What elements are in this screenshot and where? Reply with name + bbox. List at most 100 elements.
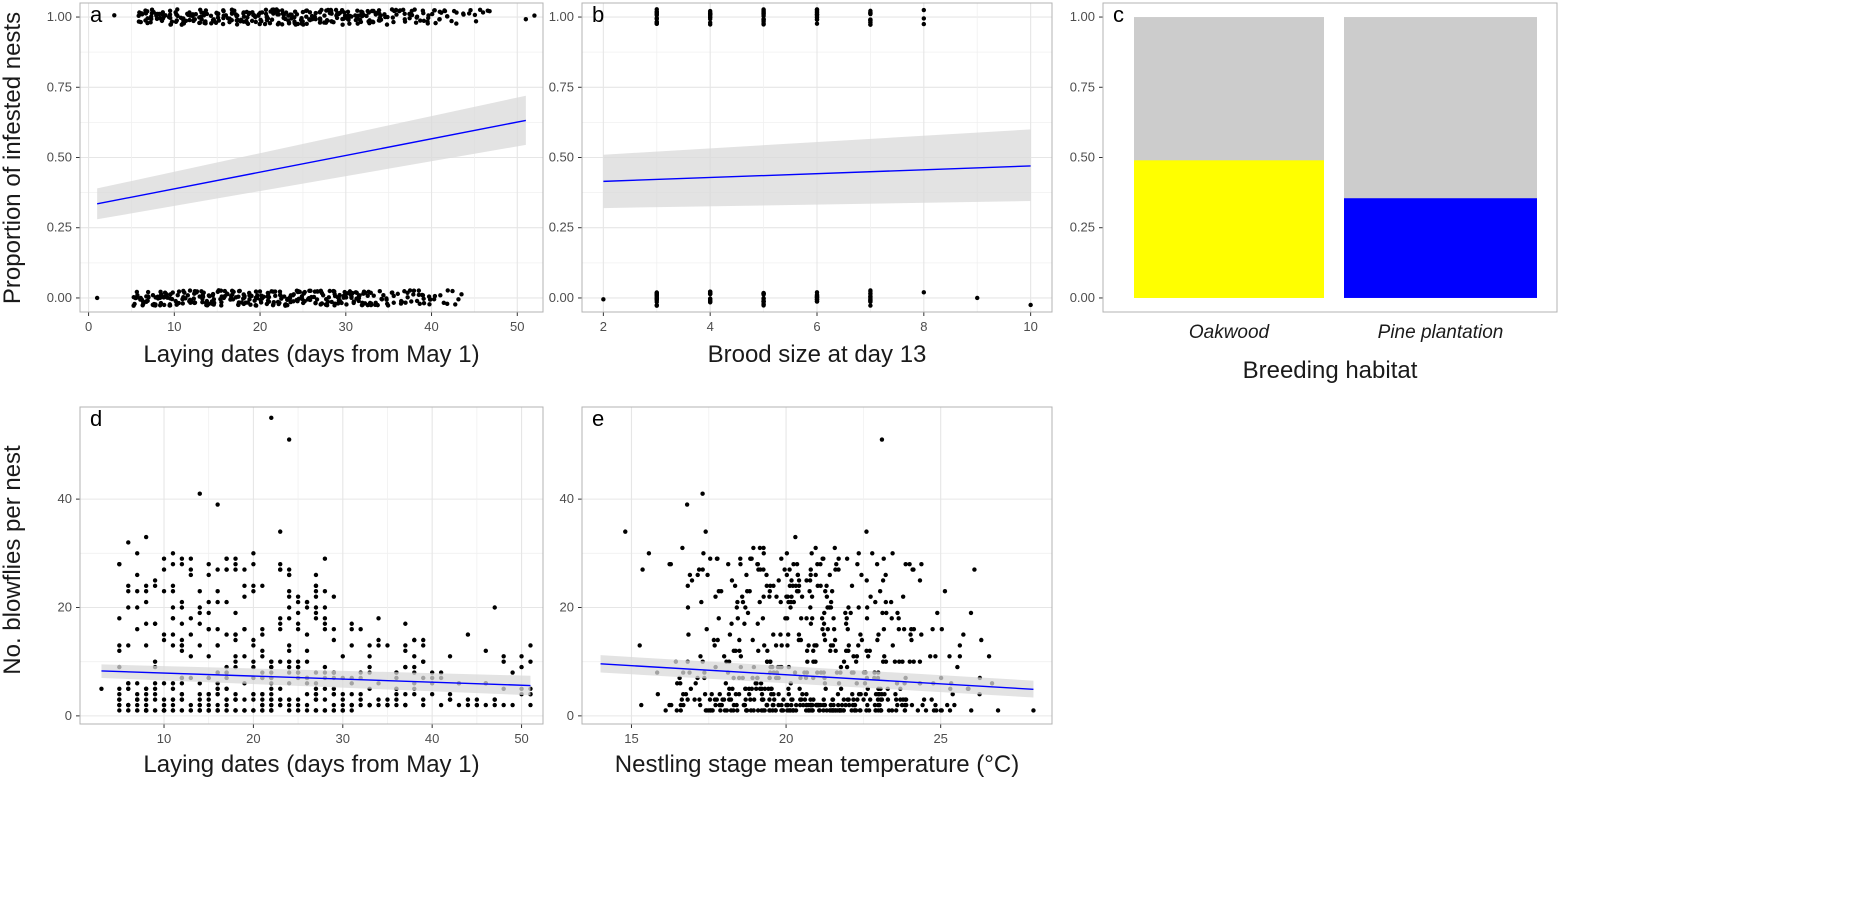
panel-a-point [173, 19, 179, 25]
panel-e-point [859, 637, 865, 643]
panel-e-point [746, 686, 752, 691]
panel-e-point [845, 626, 850, 632]
panel-e-point [902, 708, 908, 713]
panel-e-point [723, 681, 729, 686]
panel-d-point [251, 561, 256, 567]
panel-a-point [454, 21, 459, 26]
panel-d-point [197, 702, 202, 708]
panel-a-point [301, 290, 306, 296]
panel-e-point [744, 572, 749, 578]
panel-e-point [813, 545, 818, 551]
panel-b-point [814, 290, 820, 295]
panel-e-point [668, 561, 674, 567]
panel-e-point [832, 637, 838, 643]
panel-e-point [900, 659, 905, 664]
panel-e-point [726, 691, 732, 697]
panel-d-point [304, 659, 310, 664]
panel-e-point [796, 637, 802, 643]
panel-d-point [161, 637, 167, 643]
panel-e-point [837, 708, 842, 713]
panel-e-point [856, 691, 862, 697]
panel-a-point [437, 17, 442, 22]
panel-a-point [314, 297, 320, 302]
panel-d-point [170, 708, 176, 713]
panel-a-point [279, 22, 285, 27]
panel-d-point [412, 637, 417, 643]
panel-d-point [179, 681, 185, 686]
panel-a-point [236, 288, 242, 294]
panel-d-xtick-label: 30 [336, 731, 350, 746]
panel-e-point [750, 637, 755, 643]
panel-b-point [707, 289, 713, 294]
panel-e-point [923, 708, 929, 713]
panel-e-point [736, 691, 742, 697]
panel-a-point [163, 13, 168, 18]
panel-e-point [915, 708, 921, 713]
panel-a-point [286, 21, 292, 26]
panel-e-point [848, 610, 853, 616]
panel-e-point [884, 610, 889, 616]
panel-d-point [465, 632, 471, 637]
panel-d-point [170, 616, 176, 621]
panel-e-point [702, 691, 708, 697]
panel-a-xtick-label: 30 [339, 319, 353, 334]
panel-e-point [898, 697, 903, 702]
panel-d-point [295, 599, 301, 605]
panel-e-point [822, 610, 827, 616]
panel-e-point [859, 572, 864, 578]
panel-d-point [429, 691, 435, 697]
panel-d-point [126, 708, 131, 713]
panel-d-point [322, 605, 328, 610]
panel-a-point [416, 288, 422, 293]
panel-a-point [402, 19, 408, 24]
panel-d-point [233, 659, 238, 664]
panel-e-point [876, 691, 881, 697]
panel-e-point [704, 626, 709, 632]
panel-e-point [713, 594, 718, 599]
panel-d-point [197, 491, 202, 496]
panel-d-point [233, 556, 238, 561]
panel-a-point [265, 294, 270, 299]
panel-e-point [804, 616, 809, 621]
panel-b-point [1028, 302, 1033, 308]
panel-d-point [135, 691, 140, 697]
panel-e-point [957, 643, 963, 648]
panel-e-point [833, 567, 838, 572]
panel-a-point [220, 21, 226, 27]
panel-d-point [251, 697, 256, 702]
panel-e-point [685, 583, 690, 589]
panel-d-point [143, 686, 149, 691]
panel-a-point [200, 299, 205, 305]
panel-a-point [427, 297, 433, 302]
panel-a-point [349, 14, 354, 19]
panel-e-point [868, 594, 873, 599]
panel-e-point [776, 578, 781, 583]
panel-a-point [361, 291, 366, 296]
panel-d-point [233, 654, 238, 659]
panel-a-point [335, 301, 341, 306]
panel-e-point [674, 681, 680, 686]
panel-d-point [269, 659, 274, 664]
panel-d-point [170, 697, 176, 702]
panel-d-point [233, 561, 238, 567]
panel-a-point [295, 289, 301, 295]
panel-e-point [729, 578, 735, 583]
panel-a-point [329, 19, 334, 24]
panel-e-point [881, 626, 887, 632]
panel-a-ytick-label: 0.00 [47, 290, 72, 305]
panel-d-point [278, 686, 283, 691]
panel-a-point [379, 296, 384, 302]
panel-a-point [377, 289, 383, 294]
panel-a-point [253, 19, 258, 25]
panel-e-point [947, 654, 952, 659]
panel-d-point [376, 616, 381, 621]
panel-d-point [304, 708, 310, 713]
panel-d-point [331, 637, 337, 643]
panel-e-point [824, 708, 829, 713]
panel-d-point [358, 626, 363, 632]
panel-e-point [810, 708, 815, 713]
panel-a-point [402, 289, 407, 294]
panel-a-point [249, 18, 255, 24]
panel-a-point [418, 18, 423, 23]
panel-a-point [381, 293, 386, 298]
